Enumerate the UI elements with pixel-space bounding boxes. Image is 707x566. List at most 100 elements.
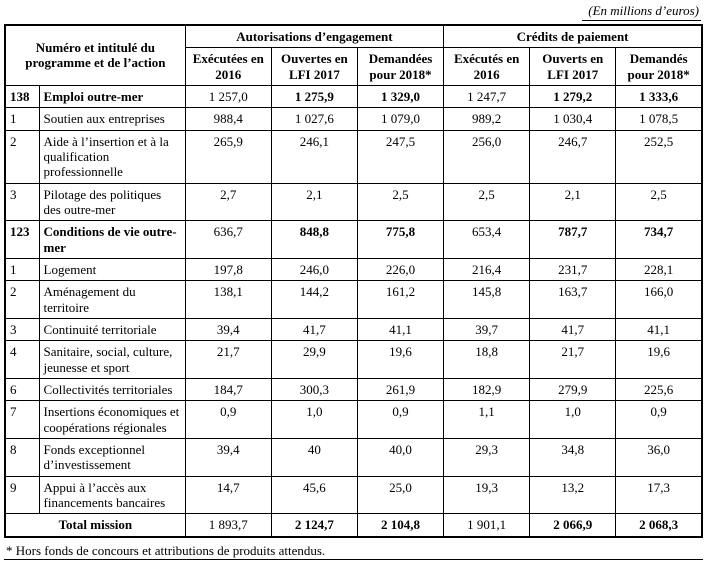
program-number-cell: 8 <box>4 437 40 477</box>
subcol-header-ae-executees-2016: Exécutées en 2016 <box>184 47 272 86</box>
value-cell: 300,3 <box>270 377 358 402</box>
table-row: 123 Conditions de vie outre-mer 636,7 848,8… <box>4 220 703 259</box>
table-row: 1 Logement 197,8 246,0 226,0 216,4 231,7 228,1 <box>4 257 703 282</box>
total-value-cell: 2 068,3 <box>615 513 703 538</box>
value-cell: 636,7 <box>184 220 272 259</box>
value-cell: 17,3 <box>615 475 703 515</box>
value-cell: 1 030,4 <box>529 107 617 131</box>
program-label-cell: Aménagement du territoire <box>38 280 186 319</box>
subcol-header-cp-executes-2016: Exécutés en 2016 <box>443 47 531 86</box>
value-cell: 29,9 <box>270 340 358 379</box>
value-cell: 2,1 <box>529 182 617 222</box>
total-value-cell: 1 893,7 <box>184 513 272 538</box>
subcol-header-ae-demandees-2018: Demandées pour 2018* <box>356 47 445 86</box>
value-cell: 36,0 <box>615 437 703 477</box>
value-cell: 2,5 <box>443 182 531 222</box>
value-cell: 41,1 <box>356 317 445 342</box>
program-number-cell: 3 <box>4 317 40 342</box>
value-cell: 2,5 <box>615 182 703 222</box>
total-value-cell: 2 124,7 <box>270 513 358 538</box>
value-cell: 1 279,2 <box>529 84 617 109</box>
table-row: 7 Insertions économiques et coopérations … <box>4 400 703 439</box>
program-label-cell: Aide à l’insertion et à la qualification… <box>38 129 186 184</box>
value-cell: 1 275,9 <box>270 84 358 109</box>
program-number-cell: 9 <box>4 475 40 515</box>
table-row: 9 Appui à l’accès aux financements bancai… <box>4 475 703 515</box>
group-header-autorisations-engagement: Autorisations d’engagement <box>184 24 445 49</box>
program-number-cell: 2 <box>4 280 40 319</box>
value-cell: 989,2 <box>443 107 531 131</box>
table-body: 138 Emploi outre-mer 1 257,0 1 275,9 1 329,0… <box>4 84 703 538</box>
value-cell: 45,6 <box>270 475 358 515</box>
value-cell: 41,7 <box>529 317 617 342</box>
program-label-cell: Sanitaire, social, culture, jeunesse et … <box>38 340 186 379</box>
value-cell: 144,2 <box>270 280 358 319</box>
table-row: 8 Fonds exceptionnel d’investissement 39,4… <box>4 437 703 477</box>
table-row: 6 Collectivités territoriales 184,7 300,3 26… <box>4 377 703 402</box>
subcol-header-cp-ouverts-lfi-2017: Ouverts en LFI 2017 <box>529 47 617 86</box>
table-row: 4 Sanitaire, social, culture, jeunesse et… <box>4 340 703 379</box>
value-cell: 246,0 <box>270 257 358 282</box>
value-cell: 1 257,0 <box>184 84 272 109</box>
value-cell: 40 <box>270 437 358 477</box>
program-label-cell: Appui à l’accès aux financements bancair… <box>38 475 186 515</box>
value-cell: 247,5 <box>356 129 445 184</box>
program-label-cell: Logement <box>38 257 186 282</box>
program-number-cell: 1 <box>4 257 40 282</box>
table-row: 3 Continuité territoriale 39,4 41,7 41,1 39,7… <box>4 317 703 342</box>
value-cell: 246,7 <box>529 129 617 184</box>
value-cell: 138,1 <box>184 280 272 319</box>
group-header-credits-paiement: Crédits de paiement <box>443 24 703 49</box>
value-cell: 653,4 <box>443 220 531 259</box>
program-label-cell: Conditions de vie outre-mer <box>38 220 186 259</box>
program-number-cell: 3 <box>4 182 40 222</box>
value-cell: 252,5 <box>615 129 703 184</box>
value-cell: 41,7 <box>270 317 358 342</box>
program-label-cell: Collectivités territoriales <box>38 377 186 402</box>
total-value-cell: 2 104,8 <box>356 513 445 538</box>
value-cell: 161,2 <box>356 280 445 319</box>
value-cell: 1 078,5 <box>615 107 703 131</box>
value-cell: 226,0 <box>356 257 445 282</box>
value-cell: 145,8 <box>443 280 531 319</box>
value-cell: 988,4 <box>184 107 272 131</box>
value-cell: 21,7 <box>184 340 272 379</box>
program-label-cell: Emploi outre-mer <box>38 84 186 109</box>
value-cell: 19,6 <box>615 340 703 379</box>
program-number-cell: 138 <box>4 84 40 109</box>
value-cell: 1,0 <box>270 400 358 439</box>
value-cell: 14,7 <box>184 475 272 515</box>
value-cell: 2,5 <box>356 182 445 222</box>
value-cell: 775,8 <box>356 220 445 259</box>
program-label-cell: Insertions économiques et coopérations r… <box>38 400 186 439</box>
table-row: 2 Aménagement du territoire 138,1 144,2 161,… <box>4 280 703 319</box>
table-header: Numéro et intitulé du programme et de l’… <box>4 24 703 86</box>
bottom-rule <box>4 559 703 560</box>
unit-note: (En millions d’euros) <box>582 3 701 21</box>
program-number-cell: 4 <box>4 340 40 379</box>
value-cell: 39,4 <box>184 437 272 477</box>
value-cell: 34,8 <box>529 437 617 477</box>
value-cell: 1 329,0 <box>356 84 445 109</box>
subcol-header-cp-demandes-2018: Demandés pour 2018* <box>615 47 703 86</box>
value-cell: 228,1 <box>615 257 703 282</box>
value-cell: 0,9 <box>184 400 272 439</box>
value-cell: 734,7 <box>615 220 703 259</box>
value-cell: 225,6 <box>615 377 703 402</box>
table-row: 3 Pilotage des politiques des outre-mer 2,… <box>4 182 703 222</box>
total-label-cell: Total mission <box>4 513 186 538</box>
value-cell: 184,7 <box>184 377 272 402</box>
program-number-cell: 123 <box>4 220 40 259</box>
value-cell: 256,0 <box>443 129 531 184</box>
table-row: 2 Aide à l’insertion et à la qualificatio… <box>4 129 703 184</box>
value-cell: 0,9 <box>356 400 445 439</box>
unit-note-row: (En millions d’euros) <box>4 2 703 21</box>
footnote-sources: Sources : Rapport annuel de performance … <box>6 563 703 566</box>
value-cell: 18,8 <box>443 340 531 379</box>
value-cell: 19,3 <box>443 475 531 515</box>
value-cell: 279,9 <box>529 377 617 402</box>
value-cell: 1 027,6 <box>270 107 358 131</box>
value-cell: 21,7 <box>529 340 617 379</box>
value-cell: 1 333,6 <box>615 84 703 109</box>
value-cell: 25,0 <box>356 475 445 515</box>
